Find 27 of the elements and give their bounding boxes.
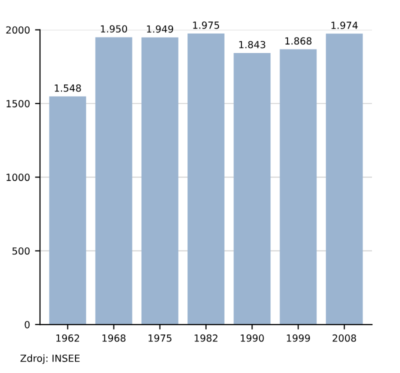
bar: [326, 34, 363, 325]
y-tick-label: 2000: [6, 26, 30, 34]
text: Zdroj: INSEE: [20, 354, 80, 364]
x-tick-label: 1968: [102, 334, 126, 342]
bar: [188, 34, 224, 325]
y-tick-label: 500: [12, 247, 30, 255]
bar: [95, 37, 132, 325]
data-label: 1.868: [285, 37, 312, 45]
data-label: 1.548: [54, 84, 81, 92]
x-tick-label: 1990: [240, 334, 264, 342]
y-tick-label: 1500: [6, 100, 30, 108]
x-tick-label: 1975: [148, 334, 172, 342]
bar: [49, 96, 86, 325]
data-label: 1.975: [193, 22, 220, 29]
data-label: 1.974: [331, 22, 358, 30]
data-label: 1.949: [147, 25, 174, 33]
bar: [234, 52, 271, 325]
y-tick-label: 1000: [6, 174, 30, 182]
data-label: 1.950: [100, 25, 128, 33]
data-label: 1.843: [239, 40, 266, 48]
bar: [280, 49, 317, 325]
bar: [141, 37, 178, 325]
x-tick-label: 1962: [56, 334, 80, 342]
x-tick-label: 1999: [286, 334, 310, 342]
x-tick-label: 1982: [194, 334, 218, 342]
y-tick-label: 0: [24, 320, 30, 328]
x-tick-label: 2008: [332, 334, 356, 342]
